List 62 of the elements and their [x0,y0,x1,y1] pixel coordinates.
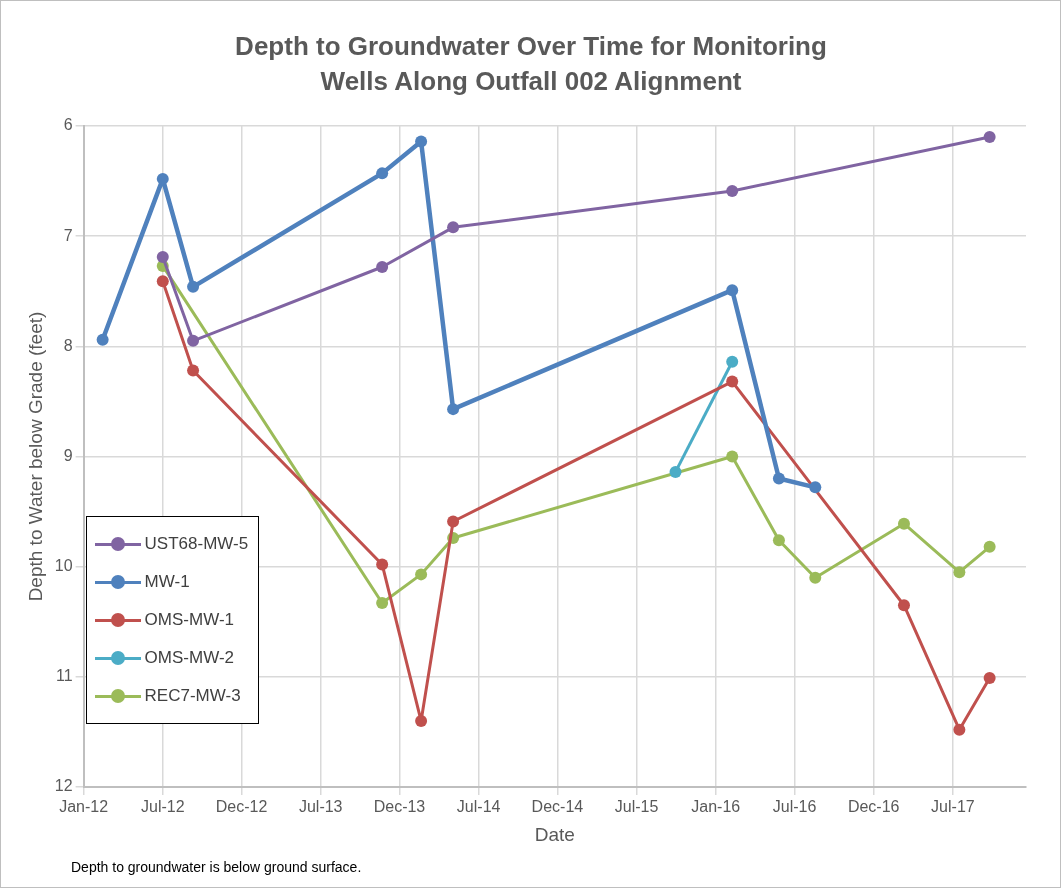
x-tick-label: Dec-14 [531,798,584,816]
point [953,723,966,736]
point [983,131,996,144]
text: Depth to groundwater is below ground surface. [71,859,362,875]
point [96,333,109,346]
point [187,334,200,347]
y-tick-label: 9 [63,446,73,464]
legend-label: MW-1 [144,571,190,592]
legend-label: OMS-MW-2 [144,647,234,668]
point [415,714,428,727]
x-tick-label: Dec-16 [847,798,900,816]
point [156,275,169,288]
point [187,280,200,293]
point [415,568,428,581]
point [415,135,428,148]
point [809,481,822,494]
y-tick-label: 6 [63,116,73,134]
chart-title: Depth to Groundwater Over Time for Monitoring Wells Along Outfall 002 Alignment [234,30,828,98]
x-tick-label: Jul-16 [772,798,817,816]
point [809,571,822,584]
point [983,671,996,684]
y-tick-label: 12 [54,777,73,795]
x-tick-label: Dec-13 [373,798,426,816]
x-tick-label: Jul-12 [140,798,185,816]
x-tick-label: Jul-13 [298,798,343,816]
y-tick-label: 11 [55,667,73,685]
legend-label: REC7-MW-3 [144,685,241,706]
x-tick-label: Dec-12 [215,798,268,816]
point [187,364,200,377]
point [447,221,460,234]
point [983,540,996,553]
x-axis-title: Date [534,823,575,845]
point [726,355,739,368]
y-tick-label: 8 [63,336,73,354]
point [376,597,389,610]
legend-label: OMS-MW-1 [144,609,234,630]
point [772,472,785,485]
y-axis-title: Depth to Water below Grade (feet) [24,311,46,602]
x-tick-label: Jul-17 [931,798,975,816]
point [953,566,966,579]
point [447,515,460,528]
point [726,284,739,297]
point [772,534,785,547]
point [156,172,169,185]
point [376,558,389,571]
point [726,450,739,463]
y-tick-label: 7 [63,226,73,244]
x-tick-label: Jan-12 [59,798,109,816]
x-tick-label: Jul-14 [456,798,501,816]
point [376,261,389,274]
x-tick-label: Jul-15 [614,798,659,816]
point [897,517,910,530]
point [156,251,169,264]
point [726,375,739,388]
point [376,167,389,180]
point [669,465,682,478]
x-tick-label: Jan-16 [691,798,741,816]
point [447,403,460,416]
point [897,599,910,612]
point [726,185,739,197]
legend-label: UST68-MW-5 [144,533,249,554]
y-tick-label: 10 [54,557,73,575]
